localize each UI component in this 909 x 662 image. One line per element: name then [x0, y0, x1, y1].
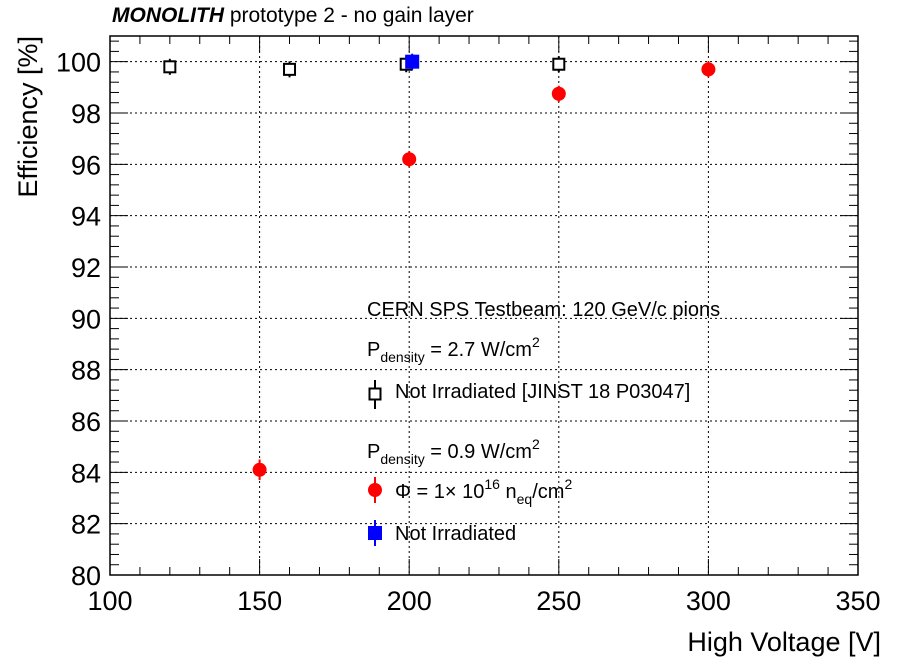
legend: CERN SPS Testbeam: 120 GeV/c pions Pdens…	[367, 299, 720, 546]
legend-label-irradiated-fluence: Φ = 1× 1016 neq/cm2	[395, 476, 572, 507]
marker-filled-circle	[551, 86, 566, 101]
x-axis-title: High Voltage [V]	[687, 627, 881, 657]
y-tick-label: 86	[71, 407, 101, 437]
annotation-pdensity-1: Pdensity = 2.7 W/cm2	[367, 334, 540, 365]
y-tick-label: 100	[56, 48, 101, 78]
marker-filled-circle	[701, 62, 716, 77]
y-tick-label: 94	[71, 202, 101, 232]
data-point-series-1	[551, 85, 566, 102]
marker-filled-square	[405, 54, 420, 69]
x-tick-label: 350	[835, 586, 880, 616]
legend-marker-red-circle	[368, 477, 382, 503]
y-tick-label: 92	[71, 253, 101, 283]
title-bold: MONOLITH	[112, 4, 225, 27]
title-rest: prototype 2 - no gain layer	[224, 4, 474, 27]
data-point-series-2	[405, 53, 420, 70]
plot-frame	[109, 35, 859, 576]
data-point-series-0	[283, 61, 297, 78]
x-tick-label: 250	[536, 586, 581, 616]
marker-open-square	[283, 62, 297, 76]
y-axis-title: Efficiency [%]	[13, 36, 43, 198]
marker-filled-circle	[252, 462, 267, 477]
axis-ticks	[109, 36, 859, 576]
x-tick-label: 100	[87, 586, 132, 616]
y-tick-label: 90	[71, 304, 101, 334]
legend-label-not-irradiated-jinst: Not Irradiated [JINST 18 P03047]	[395, 381, 690, 403]
annotation-testbeam: CERN SPS Testbeam: 120 GeV/c pions	[367, 299, 720, 321]
data-point-series-0	[163, 58, 177, 75]
chart-title: MONOLITH prototype 2 - no gain layer	[112, 4, 474, 27]
x-tick-label: 150	[237, 586, 282, 616]
y-tick-label: 80	[71, 561, 101, 591]
y-tick-label: 98	[71, 99, 101, 129]
legend-marker-blue-square	[368, 520, 382, 546]
data-point-series-1	[402, 151, 417, 168]
x-tick-label: 300	[686, 586, 731, 616]
data-points	[163, 53, 716, 481]
marker-open-square	[552, 57, 566, 71]
y-tick-label: 84	[71, 458, 101, 488]
marker-open-square	[163, 60, 177, 74]
data-point-series-1	[252, 459, 267, 481]
data-point-series-0	[552, 56, 566, 73]
x-tick-label: 200	[387, 586, 432, 616]
tick-labels: 100 150 200 250 300 350 80 82 84 86 88 90 92 94 96 98 10…	[56, 48, 881, 616]
legend-label-not-irradiated: Not Irradiated	[395, 523, 516, 545]
legend-marker-open-square	[368, 380, 382, 409]
y-tick-label: 82	[71, 510, 101, 540]
annotation-pdensity-2: Pdensity = 0.9 W/cm2	[367, 436, 540, 467]
data-point-series-1	[701, 61, 716, 78]
y-tick-label: 88	[71, 356, 101, 386]
y-tick-label: 96	[71, 150, 101, 180]
marker-filled-circle	[402, 152, 417, 167]
